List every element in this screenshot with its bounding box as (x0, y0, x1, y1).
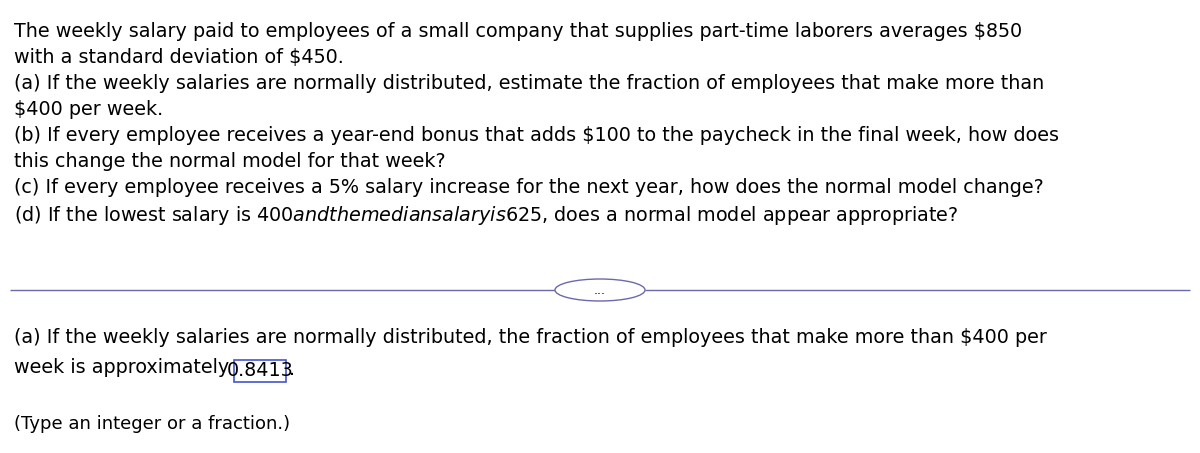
Text: (a) If the weekly salaries are normally distributed, the fraction of employees t: (a) If the weekly salaries are normally … (14, 328, 1046, 347)
Text: 0.8413: 0.8413 (227, 361, 294, 381)
Text: (Type an integer or a fraction.): (Type an integer or a fraction.) (14, 415, 290, 433)
Text: (d) If the lowest salary is $400 and the median salary is $625, does a normal mo: (d) If the lowest salary is $400 and the… (14, 204, 959, 227)
Text: week is approximately: week is approximately (14, 358, 235, 377)
Text: ...: ... (594, 284, 606, 297)
Text: The weekly salary paid to employees of a small company that supplies part-time l: The weekly salary paid to employees of a… (14, 22, 1022, 41)
Text: this change the normal model for that week?: this change the normal model for that we… (14, 152, 445, 171)
Text: .: . (289, 360, 295, 379)
Text: (b) If every employee receives a year-end bonus that adds $100 to the paycheck i: (b) If every employee receives a year-en… (14, 126, 1060, 145)
Text: with a standard deviation of $450.: with a standard deviation of $450. (14, 48, 344, 67)
Text: $400 per week.: $400 per week. (14, 100, 163, 119)
Text: (c) If every employee receives a 5% salary increase for the next year, how does : (c) If every employee receives a 5% sala… (14, 178, 1044, 197)
Ellipse shape (554, 279, 646, 301)
Text: (a) If the weekly salaries are normally distributed, estimate the fraction of em: (a) If the weekly salaries are normally … (14, 74, 1044, 93)
Bar (234, 360, 286, 382)
